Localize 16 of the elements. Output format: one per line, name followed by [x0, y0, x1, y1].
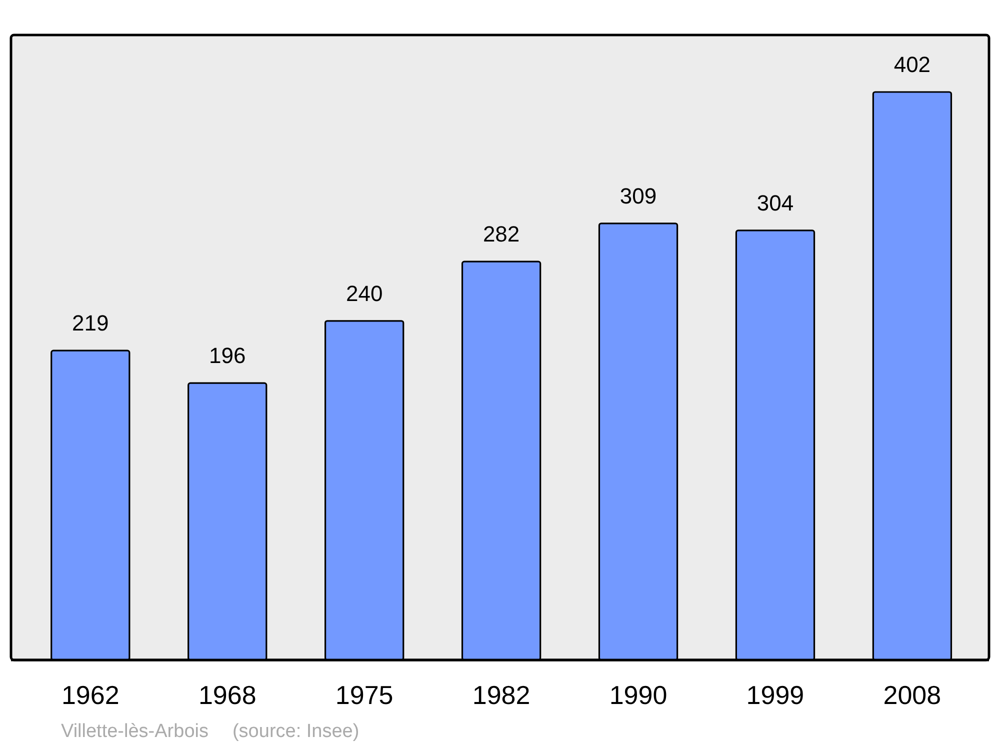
text: (source: Insee) [232, 721, 360, 742]
text: Villette-lès-Arbois [61, 721, 208, 742]
x-tick-label: 2008 [883, 680, 942, 710]
data-label: 196 [209, 343, 246, 368]
data-label: 282 [482, 222, 520, 247]
x-tick-label: 1982 [472, 680, 530, 710]
data-label: 309 [620, 183, 657, 208]
x-tick-label: 1962 [61, 680, 120, 710]
x-tick-label: 1990 [609, 680, 668, 710]
x-tick-label: 1968 [198, 680, 256, 710]
x-tick-label: 1975 [335, 680, 394, 710]
data-label: 304 [756, 190, 794, 216]
x-tick-label: 1999 [746, 680, 804, 710]
data-label: 240 [346, 280, 383, 306]
data-label: 402 [894, 52, 931, 77]
data-label: 219 [72, 310, 109, 336]
